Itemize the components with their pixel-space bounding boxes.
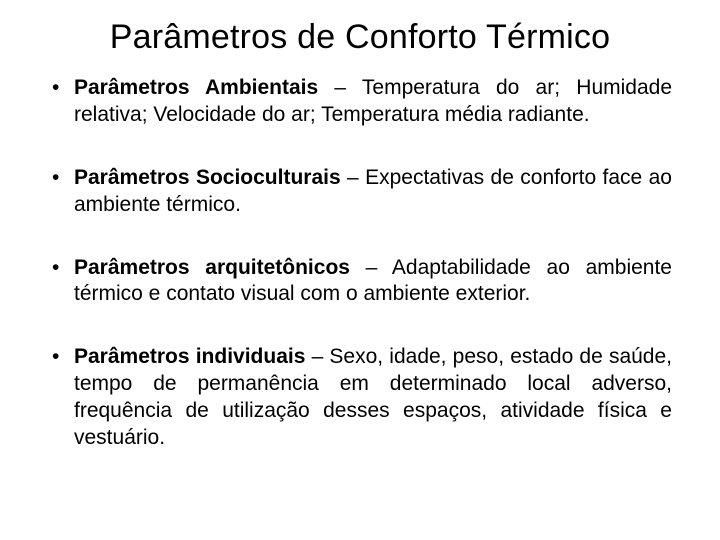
list-item: Parâmetros Ambientais – Temperatura do a… (48, 75, 672, 129)
list-item: Parâmetros arquitetônicos – Adaptabilida… (48, 255, 672, 309)
item-label: Parâmetros Socioculturais (74, 166, 341, 189)
item-label: Parâmetros individuais (74, 345, 305, 368)
item-label: Parâmetros Ambientais (74, 76, 318, 99)
slide-title: Parâmetros de Conforto Térmico (48, 18, 672, 57)
list-item: Parâmetros individuais – Sexo, idade, pe… (48, 344, 672, 452)
slide: Parâmetros de Conforto Térmico Parâmetro… (0, 0, 720, 540)
list-item: Parâmetros Socioculturais – Expectativas… (48, 165, 672, 219)
bullet-list: Parâmetros Ambientais – Temperatura do a… (48, 75, 672, 452)
item-label: Parâmetros arquitetônicos (74, 256, 350, 279)
